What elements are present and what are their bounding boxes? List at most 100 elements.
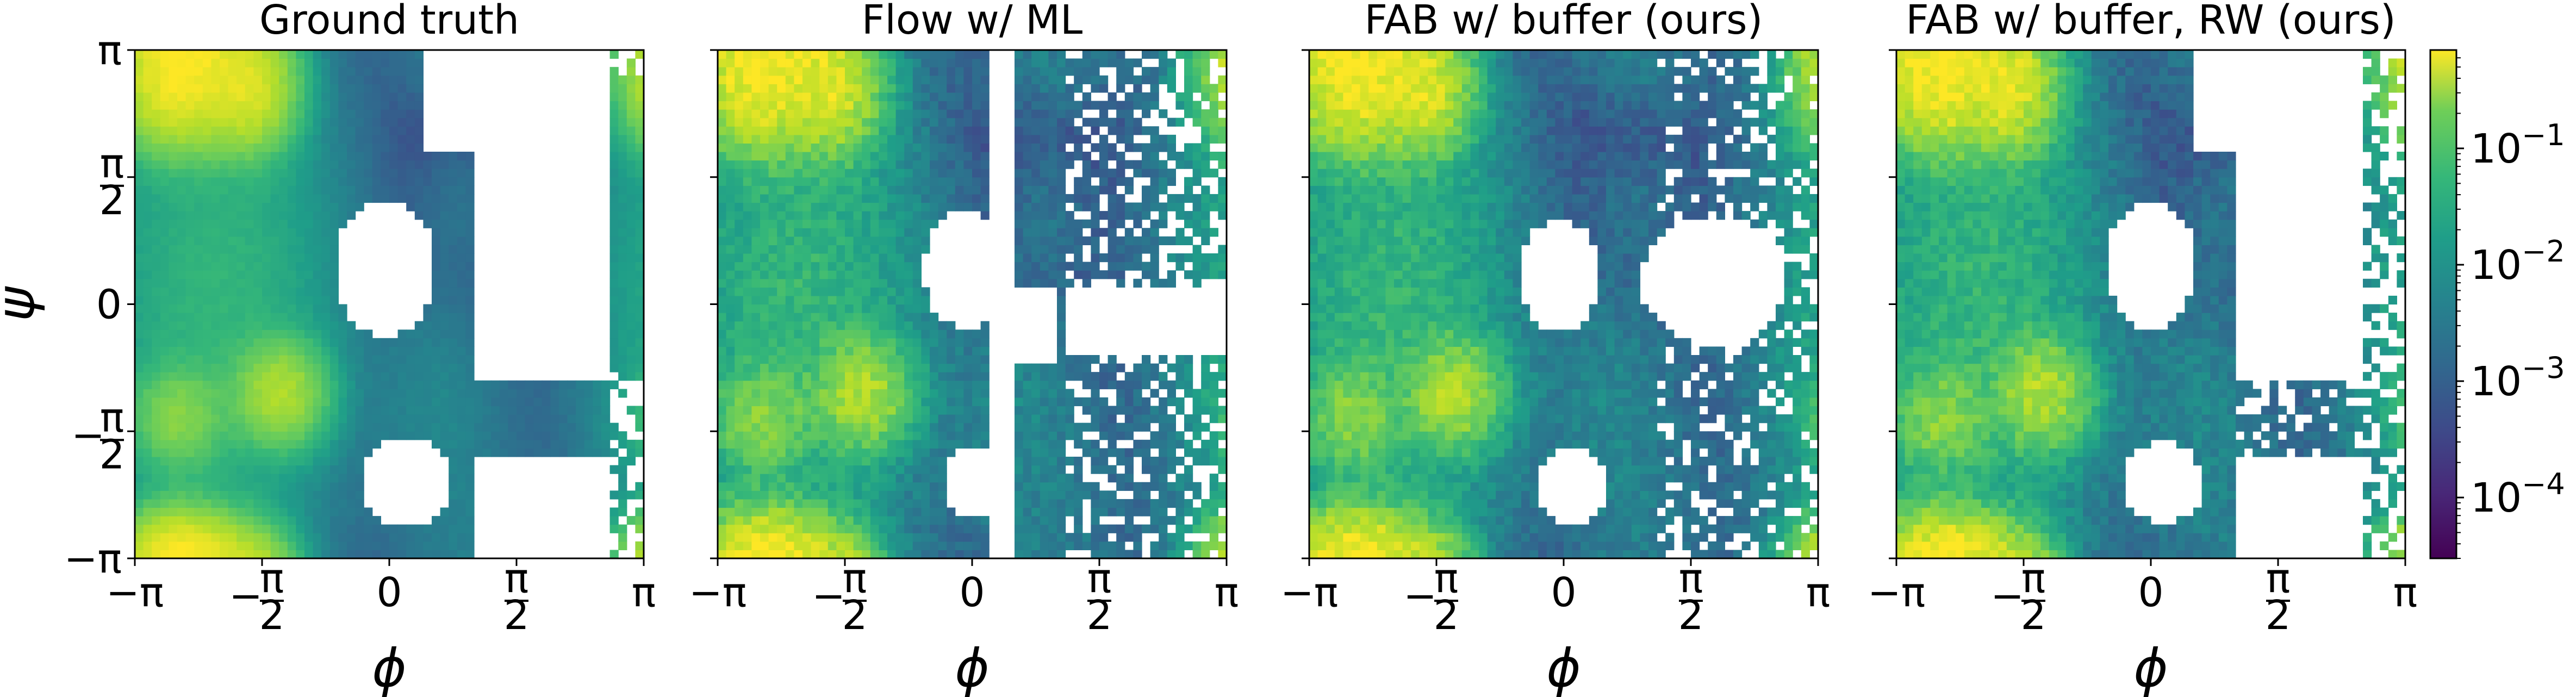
heatmap-cell <box>355 152 364 161</box>
heatmap-cell <box>609 211 619 220</box>
heatmap-cell <box>626 338 636 347</box>
heatmap-cell <box>1150 134 1159 144</box>
heatmap-cell <box>1159 516 1168 525</box>
heatmap-cell <box>457 270 466 279</box>
heatmap-cell <box>576 406 585 415</box>
heatmap-cell <box>304 338 314 347</box>
heatmap-cell <box>135 507 144 516</box>
heatmap-cell <box>819 524 829 533</box>
heatmap-cell <box>912 194 922 203</box>
heatmap-cell <box>1099 117 1109 127</box>
heatmap-cell <box>853 236 862 246</box>
heatmap-cell <box>836 75 845 84</box>
heatmap-cell <box>955 75 964 84</box>
heatmap-cell <box>245 101 254 110</box>
heatmap-cell <box>853 211 862 220</box>
heatmap-cell <box>718 533 727 542</box>
heatmap-cell <box>836 372 845 381</box>
heatmap-cell <box>760 516 769 525</box>
heatmap-cell <box>1031 278 1041 288</box>
heatmap-cell <box>202 134 211 144</box>
heatmap-cell <box>185 202 195 211</box>
heatmap-cell <box>955 414 964 424</box>
heatmap-cell <box>980 338 990 347</box>
heatmap-cell <box>525 406 534 415</box>
heatmap-cell <box>211 422 220 432</box>
heatmap-cell <box>827 465 837 474</box>
heatmap-cell <box>372 109 381 119</box>
heatmap-cell <box>802 67 812 76</box>
heatmap-cell <box>1142 143 1151 152</box>
heatmap-cell <box>440 338 449 347</box>
heatmap-cell <box>743 474 752 483</box>
heatmap-cell <box>296 169 305 178</box>
heatmap-cell <box>355 524 364 533</box>
heatmap-cell <box>237 177 246 186</box>
heatmap-cell <box>347 490 356 500</box>
heatmap-cell <box>465 482 475 491</box>
heatmap-cell <box>406 397 415 407</box>
heatmap-cell <box>329 338 339 347</box>
heatmap-cell <box>194 448 203 457</box>
heatmap-cell <box>576 448 585 457</box>
heatmap-cell <box>237 245 246 254</box>
heatmap-cell <box>397 194 407 203</box>
heatmap-cell <box>321 313 331 322</box>
heatmap-cell <box>1074 253 1083 263</box>
heatmap-cell <box>912 516 922 525</box>
heatmap-cell <box>853 541 862 551</box>
heatmap-cell <box>262 228 271 237</box>
heatmap-cell <box>743 329 752 339</box>
heatmap-cell <box>760 245 769 254</box>
heatmap-cell <box>220 262 229 271</box>
heatmap-cell <box>262 126 271 135</box>
heatmap-cell <box>1074 397 1083 407</box>
heatmap-cell <box>1048 397 1057 407</box>
heatmap-cell <box>143 533 152 542</box>
heatmap-cell <box>601 448 611 457</box>
heatmap-cell <box>760 313 769 322</box>
heatmap-cell <box>152 109 161 119</box>
heatmap-cell <box>177 228 186 237</box>
heatmap-cell <box>584 422 593 432</box>
heatmap-cell <box>785 372 794 381</box>
heatmap-cell <box>845 329 854 339</box>
heatmap-cell <box>237 516 246 525</box>
heatmap-cell <box>618 389 627 398</box>
heatmap-cell <box>177 346 186 356</box>
heatmap-cell <box>465 465 475 474</box>
heatmap-cell <box>760 262 769 271</box>
heatmap-cell <box>593 389 602 398</box>
heatmap-cell <box>321 482 331 491</box>
heatmap-cell <box>1031 117 1041 127</box>
heatmap-cell <box>423 541 432 551</box>
heatmap-cell <box>499 406 508 415</box>
heatmap-cell <box>1057 448 1066 457</box>
heatmap-cell <box>211 550 220 559</box>
heatmap-cell <box>735 75 744 84</box>
heatmap-cell <box>735 380 744 389</box>
heatmap-cell <box>845 474 854 483</box>
heatmap-cell <box>726 499 735 508</box>
heatmap-cell <box>211 245 220 254</box>
heatmap-cell <box>389 134 399 144</box>
heatmap-cell <box>862 126 871 135</box>
heatmap-cell <box>185 219 195 228</box>
heatmap-cell <box>980 202 990 211</box>
heatmap-cell <box>921 457 930 466</box>
heatmap-cell <box>211 211 220 220</box>
heatmap-cell <box>1048 160 1057 169</box>
heatmap-cell <box>1074 507 1083 516</box>
heatmap-cell <box>270 84 279 93</box>
heatmap-cell <box>904 482 913 491</box>
heatmap-cell <box>414 533 424 542</box>
heatmap-cell <box>1057 295 1066 305</box>
heatmap-cell <box>802 219 812 228</box>
heatmap-cell <box>432 169 441 178</box>
heatmap-cell <box>609 338 619 347</box>
heatmap-cell <box>870 245 879 254</box>
heatmap-cell <box>1074 228 1083 237</box>
heatmap-cell <box>718 278 727 288</box>
heatmap-cell <box>550 439 559 449</box>
heatmap-cell <box>321 414 331 424</box>
